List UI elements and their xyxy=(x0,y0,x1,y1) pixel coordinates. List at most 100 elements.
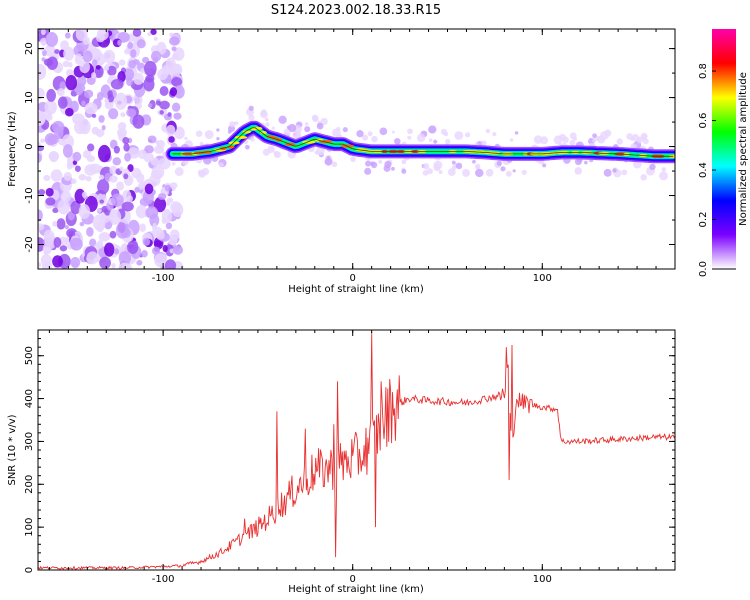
halo-blob xyxy=(462,168,470,177)
x-tick-label: -100 xyxy=(152,273,175,284)
noise-blob xyxy=(72,160,78,166)
halo-blob xyxy=(350,156,356,163)
noise-blob xyxy=(138,183,144,190)
figure-title: S124.2023.002.18.33.R15 xyxy=(271,3,441,18)
halo-blob xyxy=(454,131,464,140)
x-tick-label: 100 xyxy=(533,273,552,284)
snr-series-line xyxy=(37,332,676,571)
noise-blob xyxy=(62,144,73,158)
noise-blob xyxy=(169,87,178,97)
halo-blob xyxy=(316,122,324,130)
noise-blob xyxy=(82,50,93,63)
halo-blob xyxy=(440,128,448,135)
halo-blob xyxy=(362,134,369,141)
colorbar-tick-label: 0.0 xyxy=(698,261,709,277)
noise-blob xyxy=(161,208,173,224)
noise-blob xyxy=(45,114,53,122)
noise-blob xyxy=(56,88,65,96)
noise-blob xyxy=(74,53,83,65)
noise-blob xyxy=(141,56,150,64)
halo-blob xyxy=(514,131,519,135)
halo-blob xyxy=(365,160,372,167)
noise-blob xyxy=(174,245,180,252)
halo-blob xyxy=(616,138,623,145)
noise-blob xyxy=(66,162,73,170)
noise-blob xyxy=(78,173,87,181)
halo-blob xyxy=(401,168,407,174)
ridge-hotspot xyxy=(228,141,240,145)
noise-blob xyxy=(108,108,119,120)
noise-blob xyxy=(109,165,118,175)
noise-blob xyxy=(54,49,60,55)
colorbar-ticks: 0.0 0.2 0.4 0.6 0.8 xyxy=(698,63,736,277)
noise-blob xyxy=(38,209,43,222)
y-tick-label: 300 xyxy=(24,432,35,451)
halo-blob xyxy=(278,115,287,124)
halo-blob xyxy=(481,140,487,146)
noise-blob xyxy=(45,187,54,197)
noise-blob xyxy=(142,234,148,239)
noise-blob xyxy=(166,197,174,204)
noise-blob xyxy=(120,112,126,118)
halo-blob xyxy=(371,135,378,143)
noise-blob xyxy=(128,59,136,69)
noise-blob xyxy=(38,223,45,231)
halo-blob xyxy=(447,168,456,177)
noise-blob xyxy=(96,32,105,43)
halo-blob xyxy=(426,168,433,175)
noise-blob xyxy=(52,220,58,227)
noise-blob xyxy=(61,134,75,150)
noise-blob xyxy=(97,178,110,195)
noise-blob xyxy=(107,90,113,98)
noise-blob xyxy=(62,60,70,68)
noise-blob xyxy=(170,201,182,214)
noise-blob xyxy=(114,92,128,110)
halo-blob xyxy=(591,138,597,143)
noise-blob xyxy=(171,102,181,112)
halo-blob xyxy=(184,136,188,141)
halo-blob xyxy=(204,130,214,140)
noise-blob xyxy=(72,151,82,162)
colorbar-gradient xyxy=(712,29,736,269)
halo-blob xyxy=(378,159,383,164)
noise-blob xyxy=(38,153,42,163)
noise-blob xyxy=(81,191,88,198)
halo-blob xyxy=(603,168,612,177)
noise-blob xyxy=(148,174,161,187)
noise-blob xyxy=(160,188,166,195)
noise-blob xyxy=(42,49,47,57)
noise-blob xyxy=(152,56,159,64)
halo-blob xyxy=(475,163,481,170)
noise-blob xyxy=(95,128,105,138)
noise-blob xyxy=(63,46,75,61)
noise-blob xyxy=(153,36,158,41)
halo-blob xyxy=(260,110,268,119)
x-tick-label: 0 xyxy=(350,574,356,585)
noise-blob xyxy=(38,87,45,99)
noise-blob xyxy=(119,166,124,172)
noise-blob xyxy=(117,31,130,43)
noise-blob xyxy=(144,60,157,77)
halo-blob xyxy=(316,146,325,156)
noise-blob xyxy=(41,261,53,269)
noise-blob xyxy=(157,193,167,200)
noise-blob xyxy=(151,246,161,256)
noise-blob xyxy=(111,263,116,269)
noise-blob xyxy=(136,259,143,266)
halo-blob xyxy=(304,122,309,126)
halo-blob xyxy=(433,164,441,172)
noise-blob xyxy=(101,124,106,131)
noise-blob xyxy=(57,96,68,109)
halo-blob xyxy=(248,105,254,111)
snr-xlabel: Height of straight line (km) xyxy=(288,584,424,595)
noise-blob xyxy=(99,256,111,269)
noise-blob xyxy=(152,222,157,228)
noise-blob xyxy=(109,230,117,239)
noise-blob xyxy=(109,175,118,183)
noise-blob xyxy=(45,32,59,47)
noise-blob xyxy=(127,41,134,50)
noise-blob xyxy=(169,182,178,189)
